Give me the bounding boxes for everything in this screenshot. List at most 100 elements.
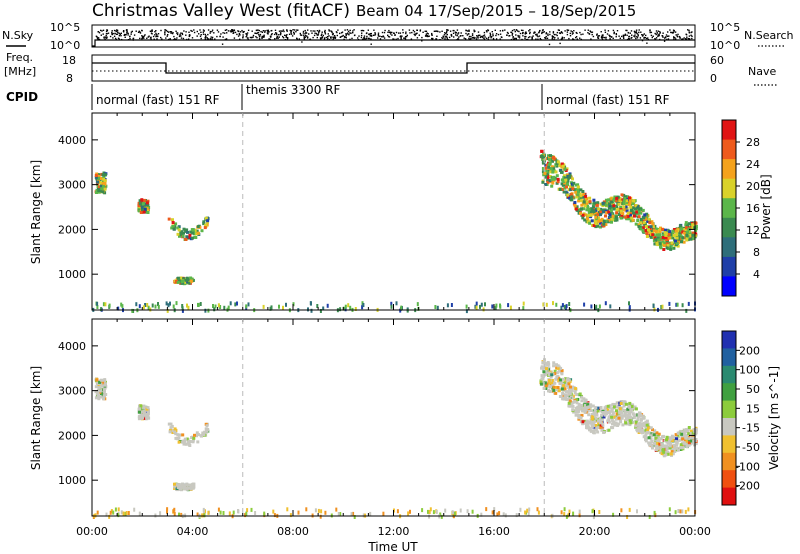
echo-point xyxy=(557,389,561,393)
echo-point xyxy=(189,487,193,491)
echo-point xyxy=(582,193,586,197)
ground-scatter-point xyxy=(282,305,284,310)
ground-scatter-point xyxy=(591,509,594,514)
echo-point xyxy=(601,201,605,205)
noise-sample xyxy=(645,34,647,37)
ground-scatter-point xyxy=(552,301,554,306)
noise-sample xyxy=(143,35,145,37)
echo-point xyxy=(556,386,560,389)
ground-scatter-point xyxy=(108,514,111,519)
noise-sample xyxy=(315,32,318,35)
echo-point xyxy=(596,201,600,205)
ground-scatter-point xyxy=(186,303,188,308)
echo-point xyxy=(94,385,98,389)
echo-point xyxy=(577,196,581,200)
noise-sample xyxy=(541,31,543,33)
echo-point xyxy=(675,236,679,240)
noise-sample xyxy=(691,31,693,33)
echo-point xyxy=(654,237,658,241)
echo-point xyxy=(562,381,566,385)
echo-point xyxy=(632,214,636,218)
noise-sample xyxy=(264,31,266,33)
echo-point xyxy=(552,177,556,181)
ground-scatter-point xyxy=(96,305,99,309)
noise-sample xyxy=(284,34,286,36)
noise-sample xyxy=(597,35,599,37)
velocity-colorbar-label: Velocity [m s^-1] xyxy=(767,366,781,470)
noise-sample xyxy=(479,34,481,36)
noise-sample xyxy=(246,35,248,37)
echo-point xyxy=(603,413,607,417)
echo-point xyxy=(687,432,691,436)
nave-tick-top-right: 60 xyxy=(710,54,724,67)
noise-sample xyxy=(352,30,354,32)
noise-sample xyxy=(560,38,563,40)
noise-sample xyxy=(173,35,175,38)
ground-scatter-point xyxy=(428,510,431,514)
ground-scatter-point xyxy=(181,308,184,313)
echo-point xyxy=(205,221,209,225)
echo-point xyxy=(139,404,143,408)
echo-point xyxy=(203,226,207,230)
ground-scatter-point xyxy=(628,301,630,306)
echo-point xyxy=(545,382,549,386)
ground-scatter-point xyxy=(660,305,663,309)
echo-point xyxy=(642,221,646,225)
echo-point xyxy=(145,413,148,416)
echo-point xyxy=(585,197,588,201)
echo-point xyxy=(619,200,622,204)
noise-sample xyxy=(271,33,273,35)
ground-scatter-point xyxy=(229,301,232,306)
echo-point xyxy=(182,231,185,235)
ground-scatter-point xyxy=(310,308,313,313)
echo-point xyxy=(691,431,695,435)
echo-point xyxy=(103,173,107,177)
noise-sample xyxy=(157,33,160,35)
noise-sample xyxy=(649,31,651,34)
echo-point xyxy=(99,382,103,386)
echo-point xyxy=(560,387,564,391)
echo-point xyxy=(566,179,570,183)
echo-point xyxy=(653,242,657,246)
noise-sample xyxy=(659,32,661,34)
echo-point xyxy=(674,433,678,437)
ground-scatter-point xyxy=(565,514,568,519)
noise-sample xyxy=(497,33,500,36)
echo-point xyxy=(564,377,568,381)
noise-sample xyxy=(673,36,675,38)
ground-scatter-point xyxy=(475,305,478,310)
echo-point xyxy=(645,212,649,216)
noise-sample xyxy=(547,33,549,35)
ground-scatter-point xyxy=(491,304,494,309)
echo-point xyxy=(607,210,611,214)
noise-sample xyxy=(343,38,345,40)
echo-point xyxy=(185,236,189,239)
echo-point xyxy=(642,216,646,220)
echo-point xyxy=(675,446,679,450)
echo-point xyxy=(557,376,561,380)
colorbar-tick-label: 15 xyxy=(746,402,760,415)
echo-point xyxy=(585,217,589,221)
ground-scatter-point xyxy=(485,507,488,512)
ground-scatter-point xyxy=(522,301,525,306)
xtick-label: 08:00 xyxy=(277,525,309,538)
noise-sample xyxy=(416,37,419,39)
noise-sample xyxy=(416,32,418,34)
noise-sample xyxy=(246,33,248,36)
ground-scatter-point xyxy=(409,509,411,514)
echo-point xyxy=(566,174,570,178)
noise-sample xyxy=(299,34,302,36)
echo-point xyxy=(185,228,189,232)
ground-scatter-point xyxy=(590,304,593,309)
echo-point xyxy=(626,195,630,199)
echo-point xyxy=(567,397,571,401)
echo-point xyxy=(548,381,552,385)
noise-sample xyxy=(600,31,602,33)
echo-point xyxy=(574,387,578,391)
echo-point xyxy=(141,405,145,409)
echo-point xyxy=(622,205,626,209)
ytick-label: 1000 xyxy=(58,268,86,281)
echo-point xyxy=(627,411,631,415)
noise-sample xyxy=(286,38,289,40)
echo-point xyxy=(140,416,144,420)
